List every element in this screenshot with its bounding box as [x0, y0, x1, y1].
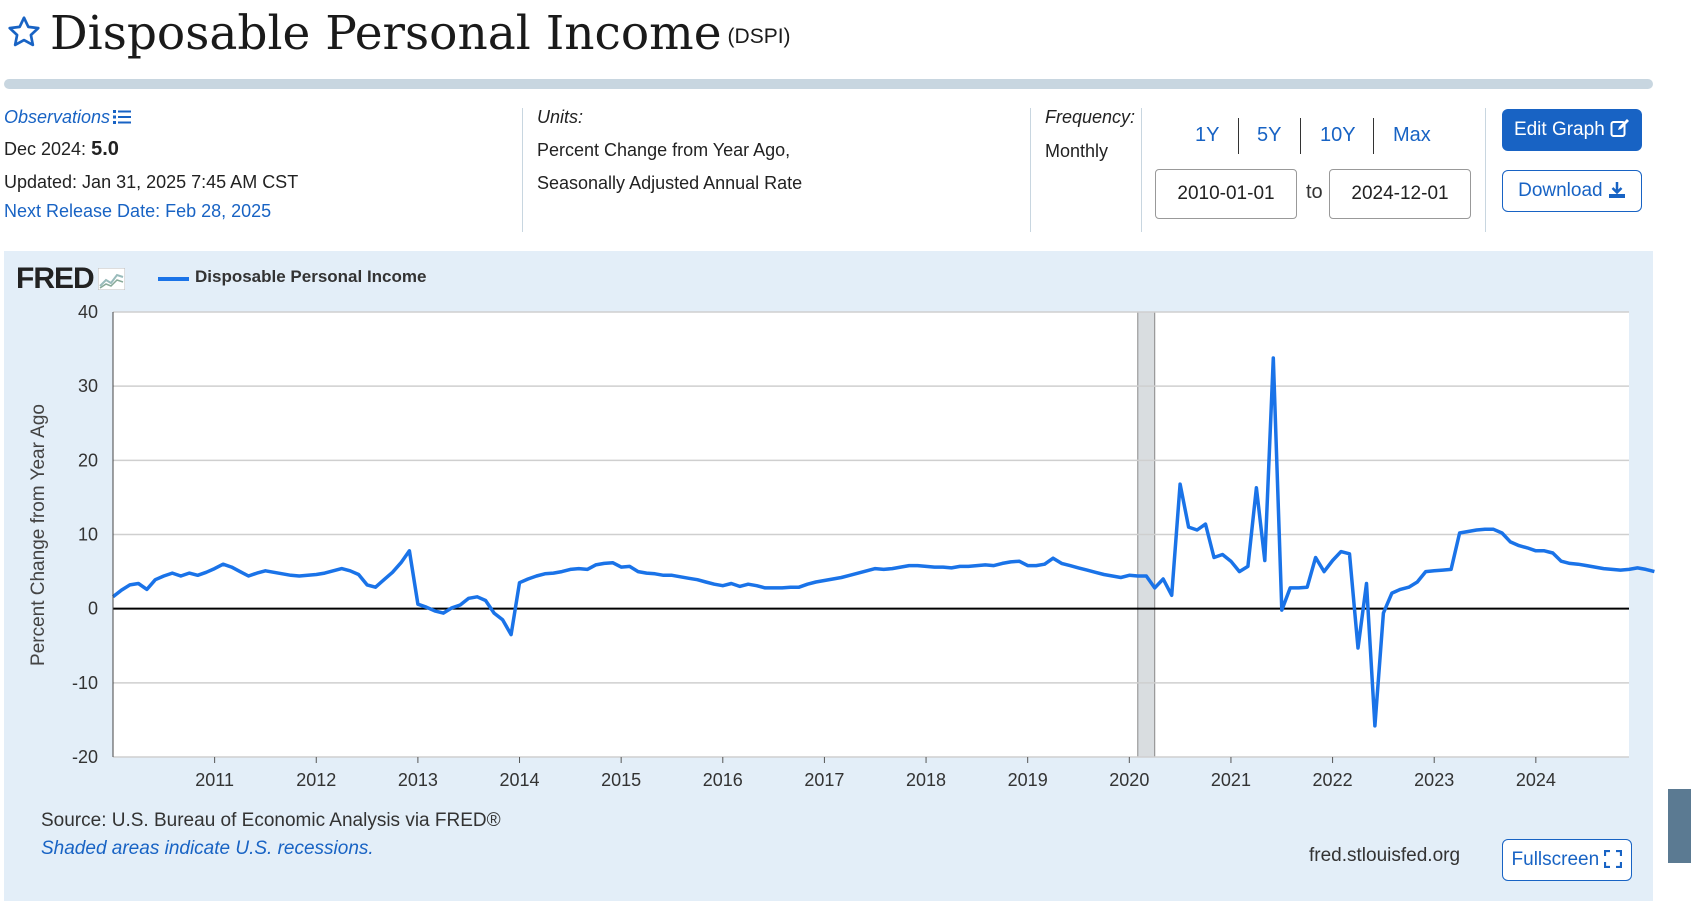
observations-link[interactable]: Observations	[4, 107, 132, 128]
x-tick-label: 2014	[500, 770, 540, 790]
end-date-input[interactable]: 2024-12-01	[1329, 169, 1471, 219]
site-url[interactable]: fred.stlouisfed.org	[1309, 845, 1461, 866]
edit-graph-label: Edit Graph	[1513, 119, 1605, 140]
y-tick-label: 0	[88, 599, 98, 619]
source-text: Source: U.S. Bureau of Economic Analysis…	[41, 810, 501, 831]
fred-logo-text: FRED	[16, 262, 95, 295]
range-max-button[interactable]: Max	[1393, 124, 1431, 146]
observation-value: 5.0	[91, 138, 119, 160]
range-5y-button[interactable]: 5Y	[1257, 124, 1282, 146]
latest-observation: Dec 2024: 5.0	[4, 138, 119, 161]
download-label: Download	[1518, 180, 1603, 201]
download-icon	[1608, 182, 1625, 198]
y-tick-label: -20	[72, 747, 98, 767]
info-separator	[1485, 108, 1486, 232]
x-tick-label: 2021	[1211, 770, 1251, 790]
x-axis-ticks: 2011 2012 2013 2014 2015 2016 2017 2018 2019 2020…	[195, 757, 1556, 790]
updated-text: Updated: Jan 31, 2025 7:45 AM CST	[4, 172, 299, 192]
header-divider	[4, 79, 1653, 89]
x-tick-label: 2024	[1516, 770, 1556, 790]
side-scroll-tab[interactable]	[1668, 789, 1691, 863]
observations-label: Observations	[4, 107, 111, 127]
x-tick-label: 2017	[804, 770, 844, 790]
y-axis-label: Percent Change from Year Ago	[28, 404, 49, 666]
recession-note: Shaded areas indicate U.S. recessions.	[41, 838, 374, 859]
x-tick-label: 2011	[195, 770, 234, 790]
frequency-heading: Frequency:	[1045, 107, 1136, 127]
x-tick-label: 2020	[1109, 770, 1149, 790]
range-separator	[1238, 118, 1239, 154]
edit-graph-button[interactable]: Edit Graph	[1502, 109, 1642, 151]
range-separator	[1300, 118, 1301, 154]
frequency-value: Monthly	[1045, 141, 1109, 161]
x-tick-label: 2012	[296, 770, 336, 790]
start-date-input[interactable]: 2010-01-01	[1155, 169, 1297, 219]
x-tick-label: 2022	[1313, 770, 1353, 790]
title-text: Disposable Personal Income	[50, 6, 722, 61]
download-button[interactable]: Download	[1502, 170, 1642, 212]
range-1y-button[interactable]: 1Y	[1195, 124, 1220, 146]
x-tick-label: 2018	[906, 770, 946, 790]
info-separator	[1141, 108, 1142, 232]
fullscreen-button[interactable]: Fullscreen	[1502, 839, 1632, 881]
units-line-1: Percent Change from Year Ago,	[537, 140, 791, 160]
y-tick-label: 10	[78, 525, 98, 545]
units-heading: Units:	[537, 107, 584, 127]
x-tick-label: 2016	[703, 770, 743, 790]
favorite-star-icon[interactable]	[6, 14, 42, 50]
range-10y-button[interactable]: 10Y	[1320, 124, 1356, 146]
legend-label[interactable]: Disposable Personal Income	[195, 267, 427, 286]
units-line-2: Seasonally Adjusted Annual Rate	[537, 173, 803, 193]
y-tick-label: 20	[78, 450, 98, 470]
y-tick-label: -10	[72, 673, 98, 693]
y-tick-label: 30	[78, 376, 98, 396]
fred-logo: FRED	[16, 262, 126, 296]
x-tick-label: 2015	[601, 770, 641, 790]
info-separator	[522, 108, 523, 232]
range-separator	[1373, 118, 1374, 154]
edit-icon	[1610, 119, 1630, 137]
page-title: Disposable Personal Income (DSPI)	[50, 6, 791, 61]
x-tick-label: 2019	[1008, 770, 1048, 790]
y-axis-ticks: -20 -10 0 10 20 30 40	[72, 302, 98, 767]
x-tick-label: 2013	[398, 770, 438, 790]
fullscreen-icon	[1604, 849, 1623, 869]
series-line-disposable-personal-income[interactable]	[111, 356, 1655, 728]
x-tick-label: 2023	[1414, 770, 1454, 790]
next-release-link[interactable]: Next Release Date: Feb 28, 2025	[4, 201, 272, 221]
range-to-label: to	[1306, 181, 1323, 203]
info-separator	[1030, 108, 1031, 232]
fullscreen-label: Fullscreen	[1511, 849, 1600, 870]
list-icon	[113, 110, 132, 124]
observation-date: Dec 2024:	[4, 139, 87, 159]
series-id: (DSPI)	[727, 25, 791, 48]
y-tick-label: 40	[78, 302, 98, 322]
legend-swatch	[158, 277, 189, 281]
grid-lines	[113, 311, 1629, 758]
